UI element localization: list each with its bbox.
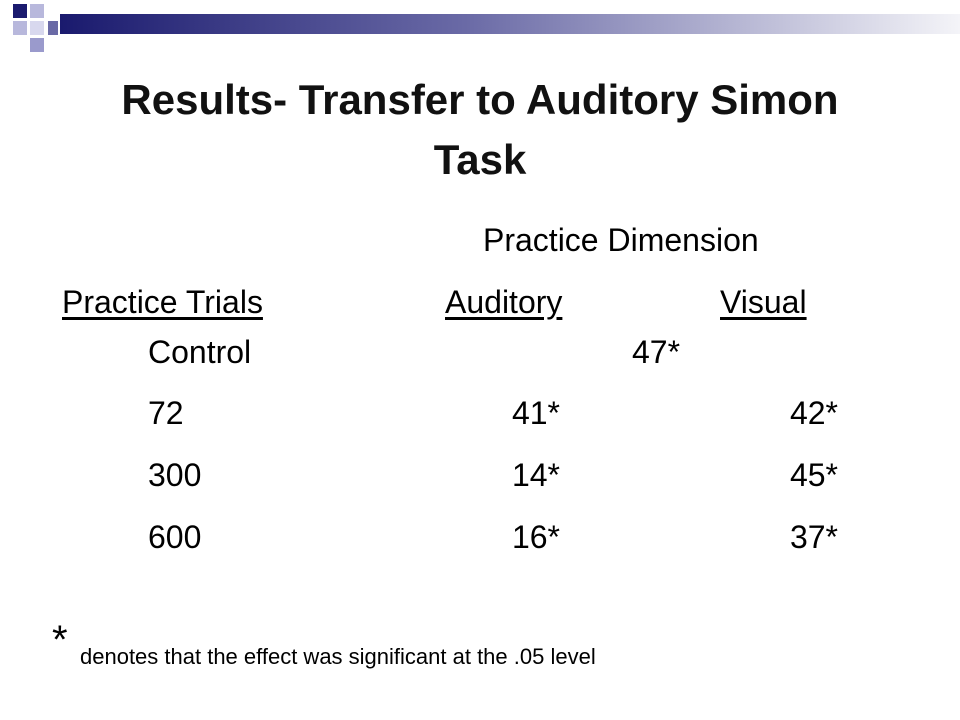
column-header: Practice Trials: [62, 284, 263, 320]
row-label: Control: [148, 334, 252, 370]
cell: 37*: [789, 519, 838, 555]
cell: 45*: [789, 457, 838, 493]
column-header: Auditory: [445, 284, 563, 320]
cell: 42*: [789, 395, 838, 431]
row-label: 600: [148, 519, 202, 555]
footnote-text: denotes that the effect was significant …: [80, 644, 596, 669]
slide-title: Results- Transfer to Auditory Simon Task: [121, 76, 839, 183]
decoration: [13, 4, 960, 52]
row-label: 72: [148, 395, 184, 431]
cell: 41*: [511, 395, 560, 431]
cell: 16*: [511, 519, 560, 555]
cell: 47*: [632, 334, 681, 370]
footnote-symbol: *: [52, 618, 68, 662]
column-header: Visual: [720, 284, 807, 320]
cell: 14*: [511, 457, 560, 493]
group-header: Practice Dimension: [483, 222, 759, 258]
row-label: 300: [148, 457, 202, 493]
